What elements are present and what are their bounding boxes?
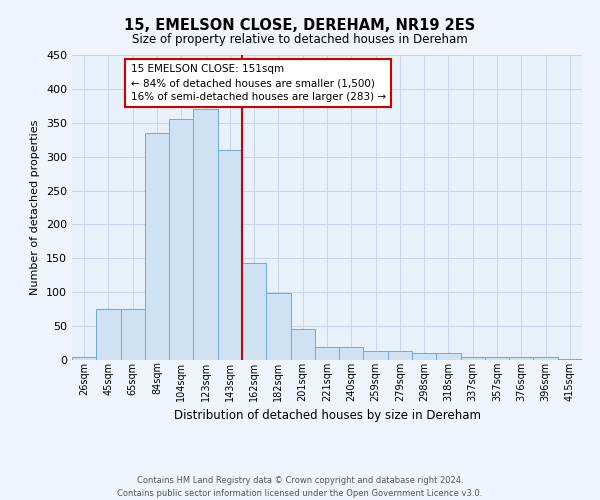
- Bar: [290, 329, 315, 360]
- Bar: [145, 133, 169, 360]
- Bar: [242, 263, 266, 360]
- Text: Size of property relative to detached houses in Dereham: Size of property relative to detached ho…: [132, 32, 468, 46]
- Bar: [193, 109, 218, 360]
- Bar: [72, 356, 96, 360]
- Bar: [485, 356, 509, 360]
- Bar: [364, 350, 388, 360]
- Text: Contains HM Land Registry data © Crown copyright and database right 2024.
Contai: Contains HM Land Registry data © Crown c…: [118, 476, 482, 498]
- Bar: [96, 309, 121, 360]
- Bar: [266, 293, 290, 360]
- Bar: [339, 347, 364, 360]
- Bar: [461, 356, 485, 360]
- Bar: [315, 347, 339, 360]
- X-axis label: Distribution of detached houses by size in Dereham: Distribution of detached houses by size …: [173, 409, 481, 422]
- Bar: [121, 309, 145, 360]
- Bar: [388, 350, 412, 360]
- Bar: [169, 120, 193, 360]
- Bar: [218, 150, 242, 360]
- Bar: [436, 353, 461, 360]
- Text: 15 EMELSON CLOSE: 151sqm
← 84% of detached houses are smaller (1,500)
16% of sem: 15 EMELSON CLOSE: 151sqm ← 84% of detach…: [131, 64, 386, 102]
- Bar: [509, 356, 533, 360]
- Bar: [412, 353, 436, 360]
- Y-axis label: Number of detached properties: Number of detached properties: [31, 120, 40, 295]
- Bar: [558, 358, 582, 360]
- Text: 15, EMELSON CLOSE, DEREHAM, NR19 2ES: 15, EMELSON CLOSE, DEREHAM, NR19 2ES: [124, 18, 476, 32]
- Bar: [533, 356, 558, 360]
